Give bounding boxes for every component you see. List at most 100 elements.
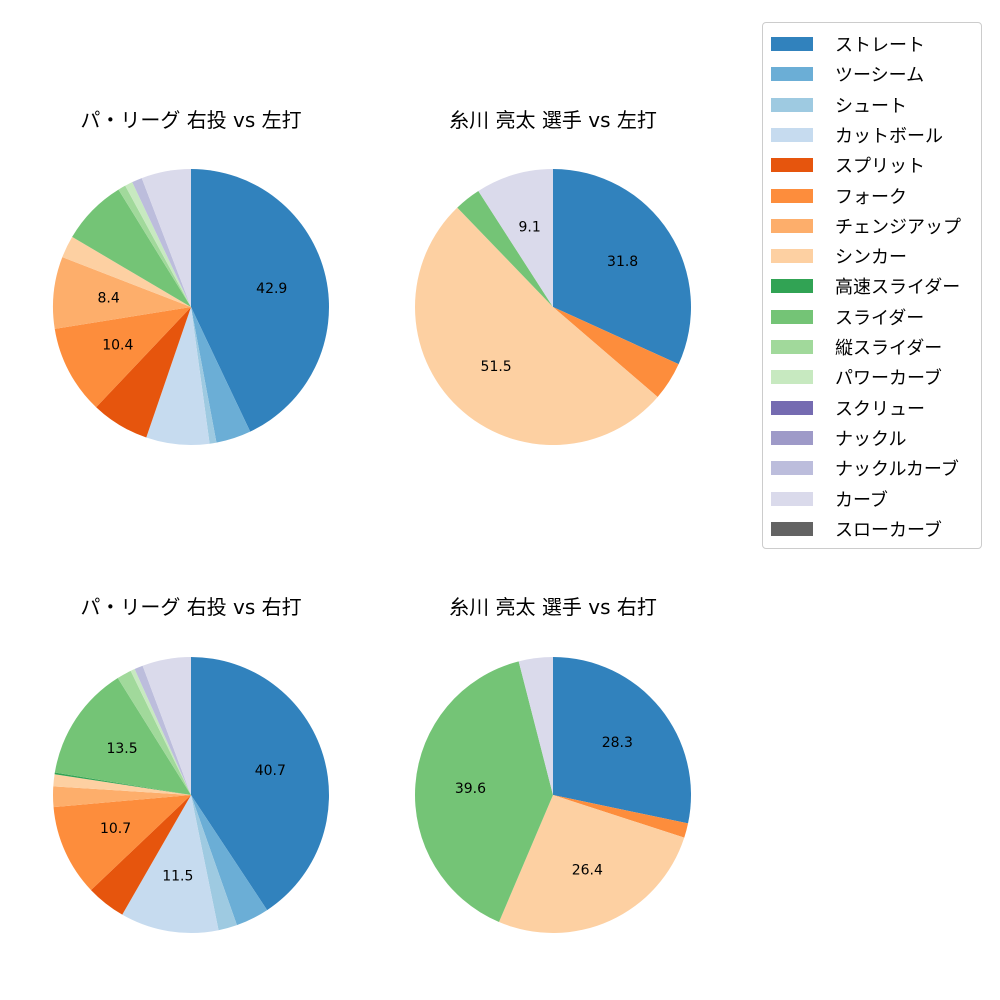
legend-label: スクリュー [835, 398, 925, 420]
pie-slice [117, 670, 191, 795]
pie-slice [553, 169, 691, 365]
pie-slice [553, 657, 691, 824]
legend-label: シュート [835, 95, 907, 117]
legend-swatch [771, 218, 813, 233]
legend-swatch [771, 158, 813, 173]
slice-percent-label: 13.5 [106, 741, 137, 757]
legend-item: スプリット [771, 154, 925, 178]
legend-label: ナックル [835, 428, 907, 450]
legend-swatch [771, 37, 813, 51]
legend-label: スプリット [835, 156, 925, 178]
pie-slice [53, 774, 192, 795]
legend-swatch [771, 97, 813, 112]
pie-slice [54, 678, 191, 795]
slice-percent-label: 40.7 [255, 763, 286, 779]
legend-label: 縦スライダー [835, 338, 943, 359]
pie-slice [553, 795, 689, 838]
pie-slice [191, 307, 217, 444]
pie-slice [498, 795, 685, 933]
slice-percent-label: 31.8 [607, 254, 638, 270]
legend: ストレートツーシームシュートカットボール スプリットフォークチェンジアップ シンカー… [762, 22, 982, 549]
legend-label: スライダー [835, 307, 925, 329]
chart-title: 糸川 亮太 選手 vs 左打 [449, 108, 657, 132]
pie-slice [122, 795, 219, 934]
legend-swatch [771, 400, 813, 415]
legend-swatch [771, 430, 813, 445]
pie-slice [146, 307, 210, 445]
legend-label: カーブ [835, 489, 888, 511]
legend-item: カーブ [771, 488, 888, 511]
legend-item: 縦スライダー [771, 336, 943, 359]
legend-label: カットボール [835, 125, 943, 147]
legend-label: 高速スライダー [835, 277, 961, 299]
pie-slice [62, 236, 191, 307]
legend-item: ナックルカーブ [771, 457, 959, 481]
legend-item: ナックル [771, 427, 907, 450]
pie-slice [53, 257, 192, 329]
pie-slice [191, 657, 330, 911]
chart-title: パ・リーグ 右投 vs 右打 [80, 595, 302, 619]
legend-swatch [771, 309, 813, 324]
legend-swatch [771, 188, 813, 203]
slice-percent-label: 42.9 [256, 281, 287, 297]
pie-slice [53, 786, 192, 808]
chart-title: 糸川 亮太 選手 vs 右打 [449, 595, 657, 619]
legend-item: ストレート [771, 33, 925, 56]
legend-label: ナックルカーブ [835, 459, 959, 481]
legend-label: チェンジアップ [835, 216, 961, 238]
legend-swatch [771, 461, 813, 476]
pie-slice [54, 307, 191, 408]
pie-slice [191, 169, 329, 432]
pie-slice [132, 178, 191, 307]
legend-item: スクリュー [771, 397, 925, 420]
legend-item: シュート [771, 94, 907, 117]
pie-slice [191, 795, 268, 926]
legend-swatch [771, 127, 813, 142]
pie-slice [72, 189, 191, 307]
legend-item: チェンジアップ [771, 215, 961, 238]
pie-slice [53, 795, 191, 891]
legend-item: カットボール [771, 124, 943, 147]
legend-swatch [771, 279, 813, 294]
pie-slice [478, 169, 553, 307]
pie-slice [54, 772, 192, 795]
slice-percent-label: 10.7 [100, 821, 131, 837]
legend-item: スライダー [771, 306, 925, 329]
pie-slice [415, 207, 658, 445]
legend-label: ツーシーム [835, 65, 925, 87]
pie-slice [125, 182, 191, 307]
slice-percent-label: 39.6 [455, 781, 486, 797]
pie-slice [518, 657, 553, 795]
pie-slice [90, 795, 191, 915]
legend-label: シンカー [835, 247, 907, 269]
pie-slice [191, 795, 237, 931]
slice-percent-label: 11.5 [162, 869, 193, 885]
legend-label: スローカーブ [835, 519, 942, 541]
legend-item: フォーク [771, 185, 907, 208]
slice-percent-label: 51.5 [481, 359, 512, 375]
legend-swatch [771, 249, 813, 264]
pie-slice [457, 190, 553, 307]
legend-item: パワーカーブ [771, 366, 942, 390]
slice-percent-label: 10.4 [102, 338, 133, 354]
legend-swatch [771, 67, 813, 82]
legend-label: ストレート [835, 35, 925, 56]
pie-slice [118, 185, 191, 307]
pie-slice [141, 169, 191, 307]
legend-item: 高速スライダー [771, 275, 961, 299]
pie-slice [191, 307, 251, 443]
legend-swatch [771, 521, 813, 536]
pie-slice [134, 665, 191, 795]
pie-slice [414, 661, 553, 922]
slice-percent-label: 26.4 [572, 862, 603, 878]
legend-item: スローカーブ [771, 518, 942, 541]
legend-swatch [771, 491, 813, 506]
legend-label: パワーカーブ [835, 368, 942, 390]
slice-percent-label: 9.1 [519, 220, 541, 236]
slice-percent-label: 8.4 [98, 290, 120, 306]
legend-item: ツーシーム [771, 63, 925, 87]
